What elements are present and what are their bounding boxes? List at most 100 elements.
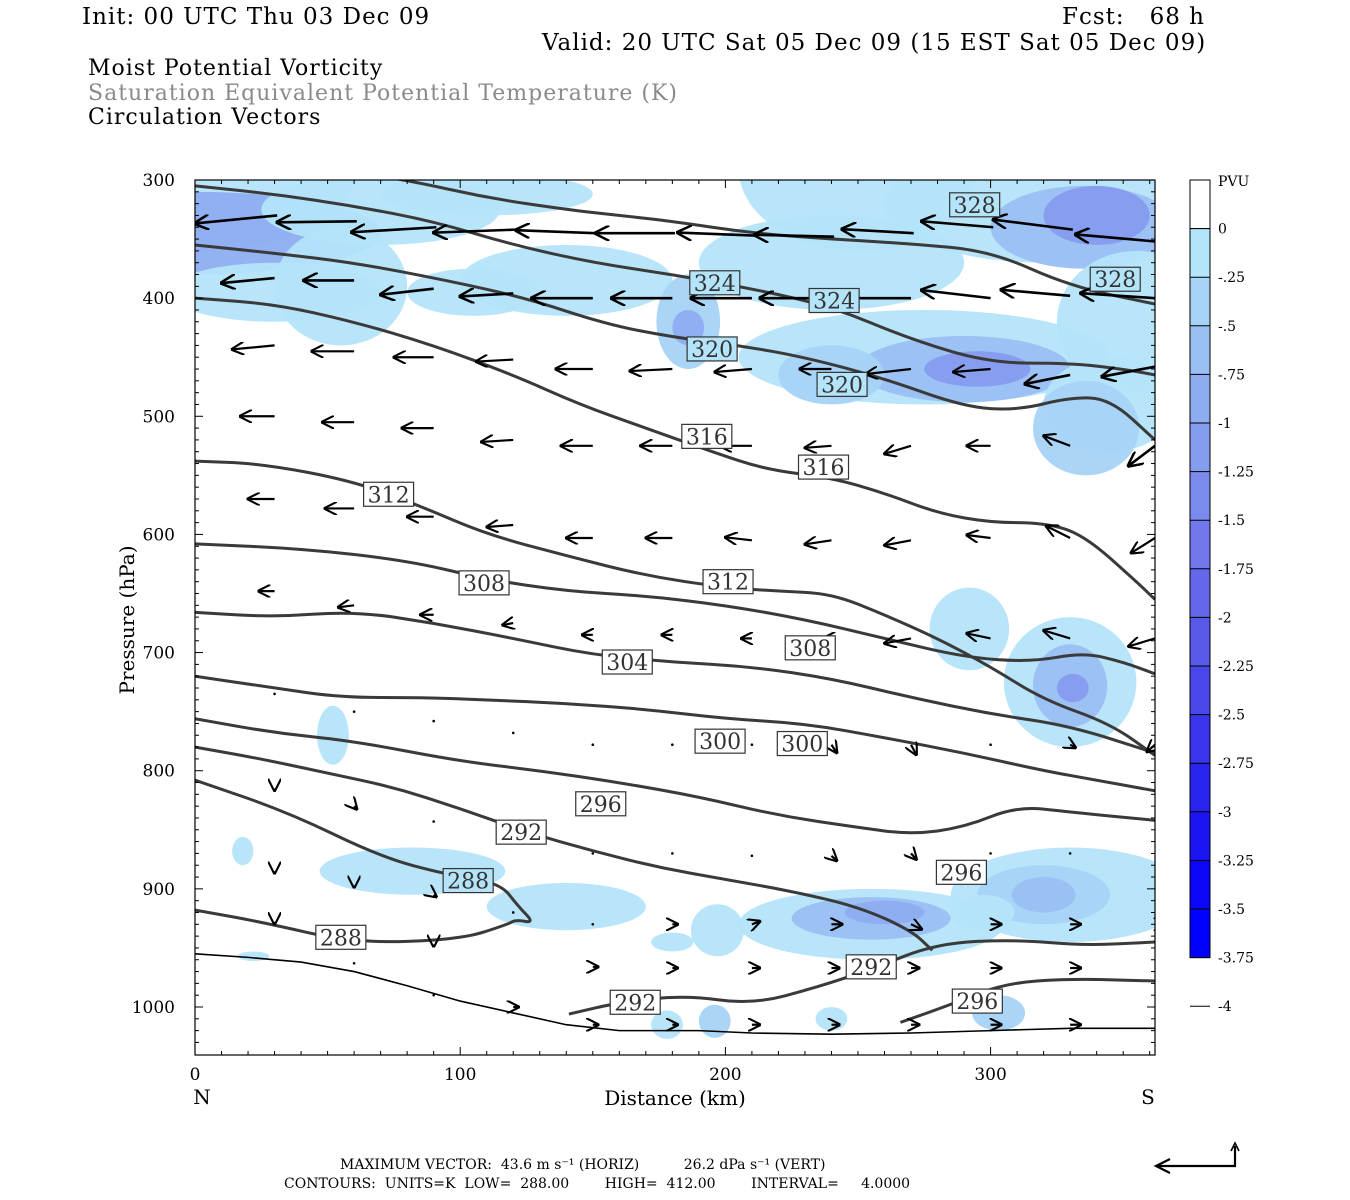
colorbar-label: -2 bbox=[1218, 610, 1232, 626]
contour-label-box bbox=[609, 989, 661, 1015]
colorbar-swatch bbox=[1190, 325, 1210, 375]
vector-arrow bbox=[1025, 375, 1071, 384]
colorbar-label: -2.5 bbox=[1218, 708, 1245, 724]
vector-arrow bbox=[351, 227, 437, 232]
vector-arrow bbox=[232, 345, 275, 349]
contour-label: 320 bbox=[821, 373, 863, 398]
x-end-label-left: N bbox=[193, 1085, 211, 1109]
contour-label-box bbox=[681, 423, 733, 449]
vector-arrow bbox=[750, 854, 754, 858]
colorbar-label: 0 bbox=[1218, 222, 1227, 238]
pv-blob bbox=[698, 1004, 731, 1038]
colorbar-swatch bbox=[1190, 714, 1210, 764]
colorbar-swatch bbox=[1190, 277, 1210, 326]
theta-es-contours bbox=[195, 180, 1155, 1024]
colorbar-label: -1.5 bbox=[1218, 513, 1245, 529]
vector-arrow bbox=[715, 369, 752, 372]
theta-contour-328 bbox=[394, 180, 1155, 306]
x-axis-label: Distance (km) bbox=[604, 1086, 746, 1110]
y-tick-label: 600 bbox=[143, 525, 175, 545]
pv-blob bbox=[486, 882, 646, 931]
vector-arrow bbox=[911, 853, 916, 859]
vector-arrow bbox=[352, 710, 356, 713]
colorbar-swatch bbox=[1189, 179, 1211, 230]
contour-label: 300 bbox=[781, 733, 823, 758]
max-vector-note: MAXIMUM VECTOR: 43.6 m s⁻¹ (HORIZ) 26.2 … bbox=[340, 1157, 826, 1173]
colorbar: 0 -.25 -.5 -.75 -1 -1.25 -1.5 -1.75 -2 -2.25 -2.5 -… bbox=[1189, 179, 1254, 1015]
field-title-vectors: Circulation Vectors bbox=[88, 105, 322, 130]
contour-label-box bbox=[949, 192, 1001, 218]
theta-contour-296 bbox=[195, 717, 1155, 835]
theta-contour-296 bbox=[899, 977, 1155, 1024]
contour-label: 308 bbox=[789, 637, 831, 662]
contour-label-box bbox=[808, 287, 860, 314]
field-title-theta-es: Saturation Equivalent Potential Temperat… bbox=[88, 81, 678, 106]
theta-contour-312 bbox=[195, 459, 1155, 757]
contour-label-box bbox=[816, 371, 868, 397]
colorbar-label: -3.75 bbox=[1218, 951, 1254, 967]
y-tick-label: 800 bbox=[143, 762, 175, 782]
init-time: Init: 00 UTC Thu 03 Dec 09 bbox=[82, 4, 431, 30]
colorbar-label: -.5 bbox=[1218, 319, 1236, 335]
colorbar-swatch bbox=[1190, 471, 1210, 521]
theta-contour-308 bbox=[195, 542, 1155, 676]
contour-label: 320 bbox=[691, 338, 733, 363]
vector-arrow bbox=[1044, 436, 1071, 447]
circulation-vectors bbox=[195, 214, 1155, 1024]
vector-arrow bbox=[831, 856, 836, 861]
axes: 0 100 200 300 300 400 500 600 700 800 900 1000 bbox=[132, 171, 1155, 1085]
vector-arrow bbox=[911, 924, 922, 929]
vector-arrow bbox=[885, 540, 912, 545]
pv-blob bbox=[195, 262, 381, 322]
vector-arrow bbox=[1068, 852, 1072, 855]
vector-arrow bbox=[476, 360, 514, 362]
vector-arrow bbox=[1131, 537, 1155, 553]
pv-blob bbox=[316, 705, 349, 765]
vector-arrow bbox=[516, 230, 596, 233]
x-tick-label: 200 bbox=[709, 1065, 741, 1085]
field-title-mpv: Moist Potential Vorticity bbox=[88, 56, 384, 81]
vector-arrow bbox=[755, 235, 835, 237]
contour-label-box bbox=[442, 867, 494, 894]
vector-arrow bbox=[487, 525, 514, 527]
contour-label: 316 bbox=[803, 456, 845, 481]
y-tick-label: 900 bbox=[143, 880, 175, 900]
contour-label-box bbox=[935, 859, 988, 885]
vector-arrow bbox=[273, 692, 276, 696]
contour-label: 328 bbox=[954, 194, 996, 219]
vector-arrow bbox=[866, 369, 912, 374]
pv-blob bbox=[232, 836, 254, 866]
vector-arrow bbox=[967, 535, 991, 538]
pv-blob bbox=[950, 894, 1015, 931]
vector-arrow bbox=[885, 638, 912, 643]
vector-arrow bbox=[671, 743, 674, 747]
vector-arrow bbox=[591, 743, 595, 747]
vector-arrow bbox=[989, 743, 992, 747]
vector-arrow bbox=[432, 820, 435, 823]
colorbar-swatch bbox=[1190, 811, 1210, 861]
vector-arrow bbox=[725, 537, 753, 540]
colorbar-label: -1.25 bbox=[1218, 465, 1254, 481]
vector-arrow bbox=[195, 214, 278, 223]
colorbar-title: PVU bbox=[1218, 174, 1250, 190]
contour-label-box bbox=[797, 454, 850, 480]
contour-label: 296 bbox=[580, 793, 622, 818]
colorbar-swatch bbox=[1190, 374, 1210, 423]
colorbar-swatch bbox=[1190, 909, 1210, 958]
vector-arrow bbox=[503, 623, 514, 625]
pv-blob bbox=[1056, 673, 1089, 703]
colorbar-label: -.75 bbox=[1218, 367, 1245, 383]
colorbar-label: -.25 bbox=[1218, 270, 1245, 286]
vector-arrow bbox=[352, 961, 356, 965]
vector-arrow bbox=[1044, 630, 1071, 638]
contour-label-box bbox=[1089, 266, 1141, 292]
contour-label-box bbox=[776, 730, 828, 757]
vector-arrow bbox=[1075, 234, 1155, 241]
vector-arrow bbox=[481, 440, 514, 442]
vector-arrow bbox=[752, 921, 760, 924]
vector-arrow bbox=[630, 369, 673, 371]
contour-label-box bbox=[951, 988, 1003, 1014]
contour-label: 300 bbox=[699, 730, 741, 755]
contour-label-box bbox=[575, 791, 627, 817]
vector-arrow bbox=[922, 290, 991, 298]
